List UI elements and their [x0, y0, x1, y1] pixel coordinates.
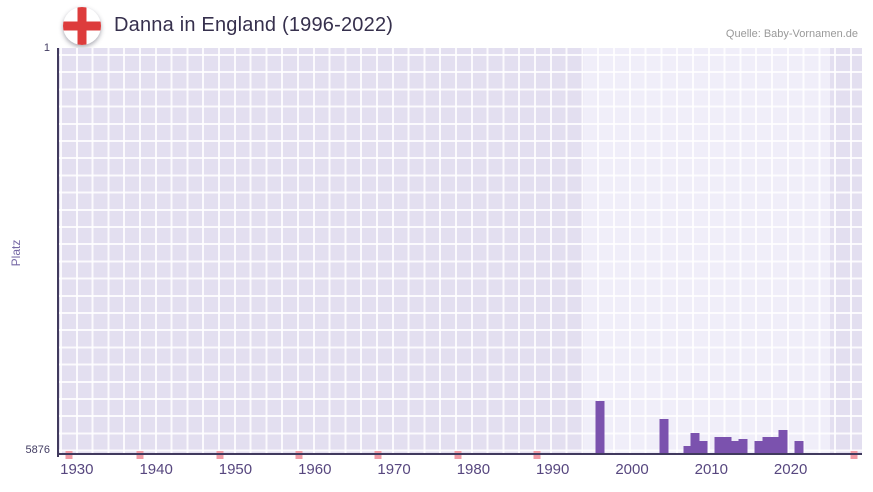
bar-2021[interactable] — [794, 440, 804, 455]
y-tick-bottom: 5876 — [25, 444, 50, 456]
bar-2017[interactable] — [762, 436, 772, 455]
grid-lines — [57, 48, 862, 455]
x-tick-1980: 1980 — [456, 461, 491, 478]
bar-1996[interactable] — [595, 401, 605, 455]
no-data-marker-1968 — [374, 451, 382, 459]
x-tick-2010: 2010 — [694, 461, 728, 478]
no-data-marker-1938 — [136, 451, 144, 459]
bar-2007[interactable] — [683, 445, 693, 455]
bar-2016[interactable] — [754, 440, 764, 455]
no-data-markers — [57, 48, 862, 459]
x-axis-ticks: 1930 1940 1950 1960 1970 1980 1990 2000 2010 2020 — [57, 461, 862, 481]
page-title: Danna in England (1996-2022) — [114, 14, 394, 36]
y-tick-top: 1 — [43, 42, 50, 54]
no-data-marker-1948 — [216, 451, 224, 459]
x-tick-2020: 2020 — [773, 461, 808, 478]
bar-series — [57, 48, 862, 455]
no-data-marker-1988 — [533, 451, 541, 459]
bar-2018[interactable] — [770, 436, 780, 455]
x-tick-1930: 1930 — [60, 461, 94, 478]
bar-2012[interactable] — [722, 436, 732, 455]
bar-2004[interactable] — [659, 418, 669, 455]
england-flag-icon — [63, 7, 101, 45]
x-tick-1940: 1940 — [139, 461, 173, 478]
x-tick-1960: 1960 — [298, 461, 332, 478]
bar-2009[interactable] — [698, 440, 708, 455]
x-tick-1970: 1970 — [377, 461, 411, 478]
no-data-marker-1978 — [454, 451, 462, 459]
bar-2019[interactable] — [778, 429, 788, 455]
bar-2013[interactable] — [730, 440, 740, 455]
no-data-marker-2028 — [850, 451, 858, 459]
source-attribution: Quelle: Baby-Vornamen.de — [725, 28, 858, 40]
flag-cross-horizontal — [63, 21, 101, 31]
no-data-marker-1929 — [65, 451, 73, 459]
no-data-marker-1958 — [295, 451, 303, 459]
bar-2008[interactable] — [690, 432, 700, 455]
bar-2014[interactable] — [738, 438, 748, 455]
bar-2011[interactable] — [714, 436, 724, 455]
plot-area — [57, 48, 862, 459]
y-axis-label: Platz — [9, 239, 23, 267]
x-tick-1950: 1950 — [218, 461, 253, 478]
x-tick-2000: 2000 — [615, 461, 649, 478]
x-tick-1990: 1990 — [536, 461, 570, 478]
